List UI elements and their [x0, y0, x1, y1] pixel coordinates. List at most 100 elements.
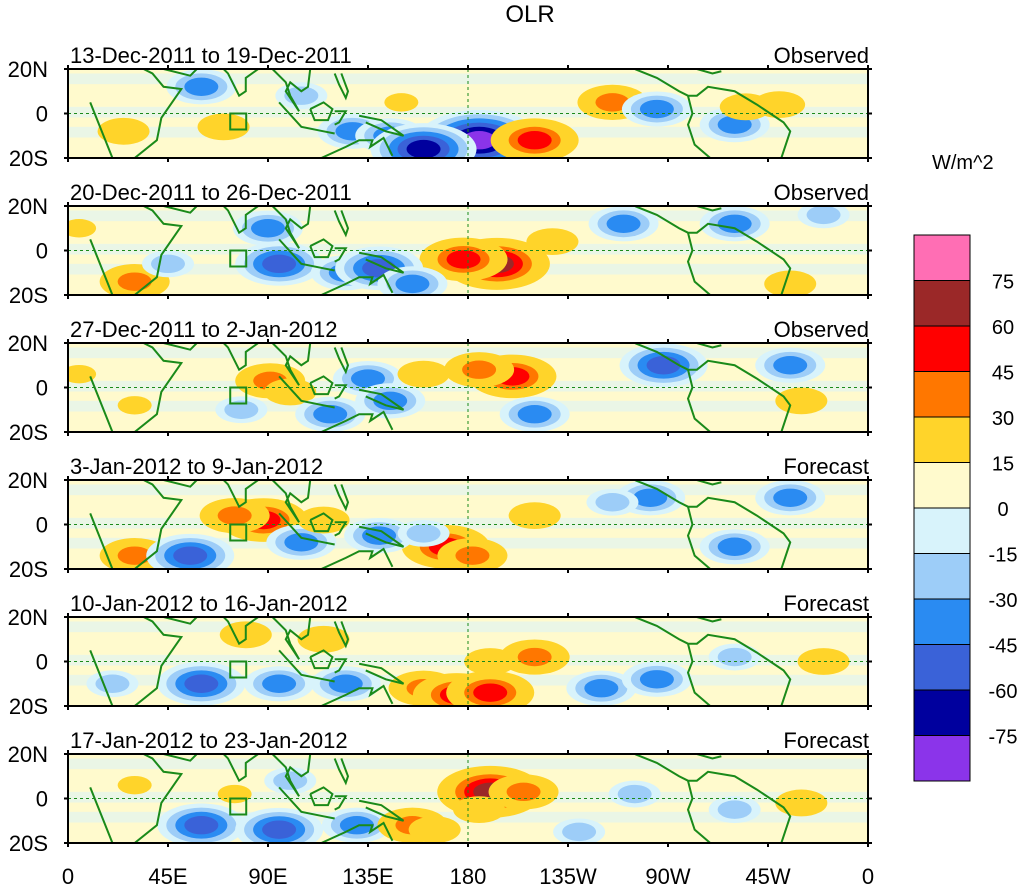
- coastline: [320, 273, 394, 295]
- panel-date-range: 20-Dec-2011 to 26-Dec-2011: [70, 180, 352, 205]
- olr-anomaly-blob: [562, 822, 597, 842]
- coastline: [634, 206, 792, 295]
- olr-anomaly-blob: [251, 219, 285, 238]
- coastline: [309, 375, 334, 396]
- anomaly-band: [68, 484, 868, 496]
- panel-status-label: Observed: [774, 317, 869, 342]
- coastline: [696, 206, 722, 212]
- coastline: [163, 206, 199, 214]
- coastline: [89, 617, 184, 706]
- coastline: [271, 69, 312, 112]
- colorbar-label: -60: [989, 681, 1018, 703]
- colorbar-swatch: [913, 371, 971, 418]
- olr-anomaly-blob: [639, 670, 674, 689]
- olr-anomaly-blob: [184, 674, 219, 693]
- olr-anomaly-blob: [151, 254, 185, 274]
- x-axis: 0 45E 90E 135E 180 135W 90W 45W 0: [62, 864, 874, 887]
- coastline: [686, 369, 711, 432]
- anomaly-band: [68, 210, 868, 222]
- coastline: [334, 658, 348, 674]
- olr-anomaly-blob: [506, 782, 541, 802]
- coastline: [278, 786, 335, 820]
- y-tick-label: 0: [36, 513, 48, 538]
- coastline: [333, 484, 350, 512]
- coastline: [271, 480, 312, 523]
- anomaly-band: [68, 758, 868, 770]
- coastline: [358, 114, 405, 137]
- coastline: [271, 206, 312, 249]
- coastline: [309, 238, 334, 259]
- colorbar-swatch: [913, 462, 971, 509]
- panel-1: 20N 0 20S 13-Dec-2011 to 19-Dec-2011 Observe…: [8, 43, 872, 171]
- anomaly-band: [68, 73, 868, 85]
- olr-anomaly-blob: [517, 131, 552, 150]
- coastline: [333, 210, 350, 238]
- olr-anomaly-blob: [617, 784, 652, 804]
- coastline: [278, 101, 335, 135]
- coastline: [163, 754, 199, 762]
- y-tick-label: 20N: [8, 331, 48, 356]
- coastline: [278, 238, 335, 272]
- olr-anomaly-blob: [262, 820, 297, 839]
- colorbar-label: 30: [992, 408, 1014, 430]
- coastline: [334, 521, 348, 537]
- panels-layer: 20N 0 20S 13-Dec-2011 to 19-Dec-2011 Observe…: [8, 43, 872, 856]
- coastline: [334, 110, 348, 126]
- panel-date-range: 13-Dec-2011 to 19-Dec-2011: [70, 43, 352, 68]
- colorbar-swatch: [913, 280, 971, 327]
- colorbar-label: -45: [989, 636, 1018, 658]
- olr-anomaly-blob: [184, 77, 219, 97]
- coastline: [320, 684, 394, 706]
- olr-anomaly-blob: [639, 99, 674, 119]
- olr-anomaly-blob: [717, 647, 752, 667]
- coastline: [634, 754, 792, 843]
- olr-anomaly-blob: [762, 95, 797, 114]
- anomaly-band: [68, 400, 868, 412]
- olr-anomaly-blob: [606, 214, 641, 233]
- olr-anomaly-blob: [395, 274, 430, 294]
- panel-5: 20N 0 20S 10-Jan-2012 to 16-Jan-2012 Forecas…: [8, 591, 872, 719]
- olr-anomaly-blob: [117, 272, 152, 291]
- x-tick-label: 180: [450, 864, 487, 887]
- panel-field: [68, 69, 868, 158]
- olr-anomaly-blob: [806, 206, 841, 225]
- olr-anomaly-blob: [406, 139, 441, 158]
- coastline: [358, 525, 405, 548]
- olr-anomaly-blob: [68, 219, 97, 238]
- olr-anomaly-blob: [328, 674, 363, 693]
- colorbar-label: 75: [992, 272, 1014, 294]
- colorbar-swatch: [913, 735, 971, 782]
- colorbar-swatch: [913, 689, 971, 736]
- coastline: [634, 343, 792, 432]
- coastline: [89, 343, 184, 432]
- y-tick-label: 0: [36, 102, 48, 127]
- anomaly-band: [68, 347, 868, 359]
- panel-status-label: Observed: [774, 43, 869, 68]
- coastline: [320, 410, 394, 432]
- y-tick-label: 0: [36, 239, 48, 264]
- panel-field: [68, 206, 868, 295]
- anomaly-band: [68, 621, 868, 633]
- panel-2: 20N 0 20S 20-Dec-2011 to 26-Dec-2011 Observe…: [8, 180, 872, 308]
- olr-anomaly-blob: [362, 526, 397, 545]
- olr-anomaly-blob: [806, 652, 841, 671]
- y-tick-label: 20N: [8, 57, 48, 82]
- coastline: [686, 506, 711, 569]
- coastline: [686, 780, 711, 843]
- panel-date-range: 17-Jan-2012 to 23-Jan-2012: [70, 728, 348, 753]
- coastline: [222, 480, 260, 509]
- x-tick-label: 0: [862, 864, 874, 887]
- olr-anomaly-blob: [773, 488, 808, 507]
- olr-anomaly-blob: [106, 122, 141, 141]
- coastline: [358, 799, 405, 822]
- coastline: [309, 786, 334, 807]
- olr-anomaly-blob: [462, 360, 497, 379]
- coastline: [222, 617, 260, 646]
- panel-field: [68, 617, 868, 706]
- colorbar-label: -15: [989, 545, 1018, 567]
- coastline: [163, 343, 199, 351]
- y-tick-label: 20S: [9, 831, 48, 856]
- y-tick-label: 20S: [9, 283, 48, 308]
- olr-anomaly-blob: [517, 405, 552, 424]
- coastline: [309, 649, 334, 670]
